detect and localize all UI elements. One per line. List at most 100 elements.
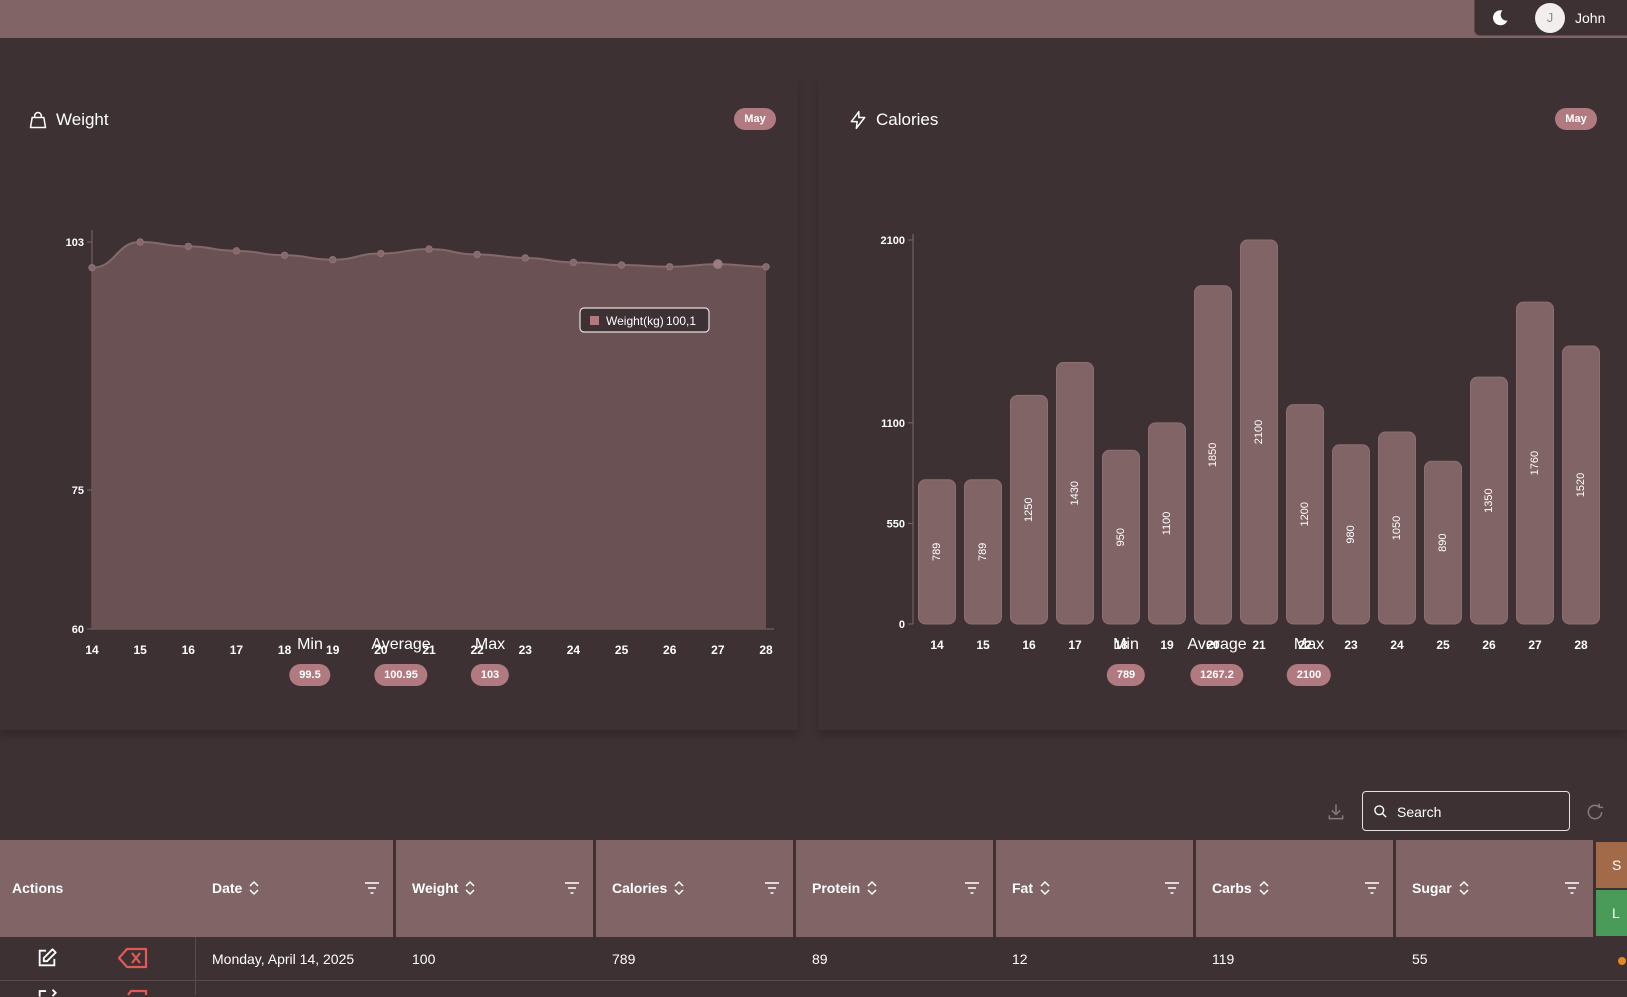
- weight-card-header: Weight: [28, 108, 109, 132]
- x-tick-label: 14: [85, 643, 99, 654]
- side-tab-s[interactable]: S: [1596, 842, 1627, 888]
- column-header-sugar[interactable]: Sugar: [1396, 840, 1593, 937]
- data-point: [377, 249, 385, 258]
- sort-icon[interactable]: [465, 880, 475, 896]
- weight-tooltip: Weight(kg) 100,1: [579, 307, 710, 333]
- bar: [1378, 431, 1416, 625]
- column-label: Carbs: [1212, 880, 1252, 896]
- search-icon: [1374, 805, 1387, 818]
- column-header-fat[interactable]: Fat: [996, 840, 1193, 937]
- bar-data-label: 1760: [1529, 451, 1541, 475]
- search-box[interactable]: [1362, 791, 1570, 831]
- bar-data-label: 789: [931, 543, 943, 561]
- calories-min-value: 789: [1106, 664, 1146, 686]
- filter-icon[interactable]: [365, 882, 379, 894]
- column-header-protein[interactable]: Protein: [796, 840, 993, 937]
- calories-chart: 2100 1100 550 0 789 14 789 15 1250 16 1430 17 950 18 1…: [881, 234, 1600, 652]
- data-point: [521, 254, 529, 262]
- x-tick-label: 28: [759, 643, 773, 654]
- edit-icon[interactable]: [36, 987, 58, 997]
- side-tab-l[interactable]: L: [1596, 890, 1627, 936]
- filter-icon[interactable]: [965, 882, 979, 894]
- sort-icon[interactable]: [674, 880, 684, 896]
- bar-data-label: 1430: [1069, 481, 1081, 505]
- data-point: [184, 242, 192, 251]
- sort-icon[interactable]: [867, 880, 877, 896]
- x-tick-label: 27: [711, 643, 725, 654]
- x-tick-label: 18: [1114, 638, 1128, 652]
- bar: [1424, 460, 1462, 625]
- x-tick-label: 17: [230, 643, 244, 654]
- data-point: [712, 259, 723, 270]
- x-tick-label: 20: [1206, 638, 1220, 652]
- search-input[interactable]: [1395, 800, 1559, 824]
- edit-icon[interactable]: [36, 947, 58, 969]
- data-point: [280, 251, 289, 259]
- column-label: Protein: [812, 880, 861, 896]
- lightning-icon: [850, 110, 866, 130]
- x-tick-label: 15: [976, 638, 990, 652]
- calories-stat-min: Min 789: [1106, 636, 1146, 686]
- filter-icon[interactable]: [565, 882, 579, 894]
- x-tick-label: 27: [1528, 638, 1542, 652]
- user-name[interactable]: John: [1575, 10, 1606, 26]
- x-tick-label: 20: [374, 643, 388, 654]
- x-tick-label: 28: [1574, 638, 1588, 652]
- refresh-icon[interactable]: [1585, 802, 1605, 822]
- weight-max-value: 103: [470, 664, 510, 686]
- column-header-carbs[interactable]: Carbs: [1196, 840, 1393, 937]
- x-tick-label: 26: [663, 643, 677, 654]
- x-tick-label: 26: [1482, 638, 1496, 652]
- column-header-weight[interactable]: Weight: [396, 840, 593, 937]
- tooltip-swatch: [590, 316, 599, 325]
- filter-icon[interactable]: [1565, 882, 1579, 894]
- column-header-actions: Actions: [0, 840, 196, 937]
- weight-month-badge[interactable]: May: [734, 108, 776, 130]
- data-point: [232, 247, 241, 255]
- x-tick-label: 17: [1068, 638, 1082, 652]
- bar: [1194, 285, 1232, 625]
- sort-icon[interactable]: [1040, 880, 1050, 896]
- calories-max-value: 2100: [1286, 664, 1332, 686]
- y-tick-label: 550: [887, 518, 905, 530]
- column-label: Date: [212, 880, 243, 896]
- x-tick-label: 22: [470, 643, 484, 654]
- column-label: Calories: [612, 880, 668, 896]
- sort-icon[interactable]: [1459, 880, 1469, 896]
- data-point: [136, 238, 144, 246]
- filter-icon[interactable]: [1365, 882, 1379, 894]
- user-menu[interactable]: J John: [1474, 0, 1627, 36]
- y-tick-label: 60: [72, 624, 84, 636]
- weight-card: Weight May 103 75 60 14 15 16 17 18 19 20 21 22 23 24…: [0, 78, 798, 730]
- column-header-calories[interactable]: Calories: [596, 840, 793, 937]
- bar-data-label: 890: [1437, 533, 1449, 551]
- moon-icon[interactable]: [1489, 8, 1511, 28]
- filter-icon[interactable]: [1165, 882, 1179, 894]
- cell-sugar: 55: [1412, 951, 1428, 967]
- column-label: Actions: [12, 880, 64, 896]
- download-icon[interactable]: [1326, 802, 1346, 822]
- tooltip-value: 100,1: [666, 314, 696, 328]
- sort-icon[interactable]: [1259, 880, 1269, 896]
- cell-carbs: 119: [1212, 951, 1235, 967]
- data-point: [425, 245, 433, 253]
- table-header: Actions Date Weight Calories Protein Fat…: [0, 840, 1627, 937]
- delete-icon[interactable]: [122, 987, 148, 997]
- bar: [1240, 239, 1278, 625]
- weight-max-label: Max: [474, 636, 506, 653]
- avatar[interactable]: J: [1535, 3, 1565, 33]
- filter-icon[interactable]: [765, 882, 779, 894]
- calories-month-badge[interactable]: May: [1555, 108, 1597, 130]
- bar: [1562, 345, 1600, 625]
- column-header-date[interactable]: Date: [196, 840, 393, 937]
- weight-card-title: Weight: [56, 110, 109, 129]
- weight-avg-label: Average: [371, 636, 431, 653]
- table-row[interactable]: Monday, April 14, 2025 100 789 89 12 119…: [0, 937, 1627, 981]
- side-tab-label: S: [1612, 857, 1622, 873]
- actions-column: [0, 937, 196, 995]
- bar-data-label: 2100: [1253, 420, 1265, 444]
- delete-icon[interactable]: [118, 947, 148, 969]
- top-bar: [0, 0, 1627, 38]
- sort-icon[interactable]: [249, 880, 259, 896]
